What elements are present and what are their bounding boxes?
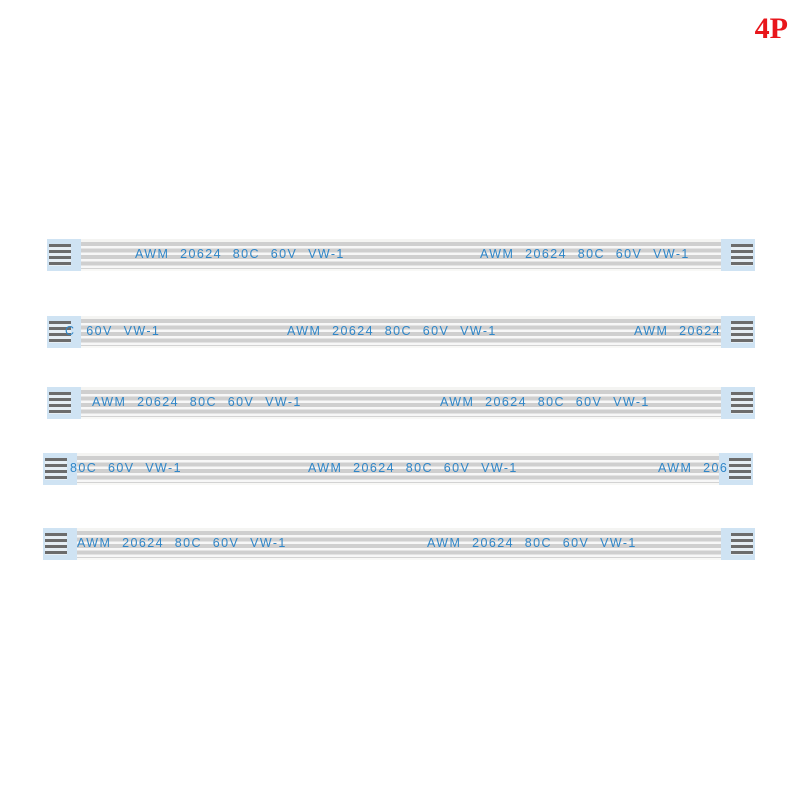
cable-marking: AWM 20624 80C 60V VW-1 <box>77 536 287 550</box>
connector-end-left <box>47 239 81 271</box>
cable-marking: AWM 20624 80C 60V VW-1 <box>92 395 302 409</box>
connector-end-right <box>721 239 755 271</box>
cable-marking: AWM 20624 80C 60V VW-1 <box>287 324 497 338</box>
connector-end-right <box>721 387 755 419</box>
cable-marking: C 60V VW-1 <box>65 324 161 338</box>
connector-end-right <box>719 453 753 485</box>
connector-end-left <box>47 387 81 419</box>
cable-marking: AWM 20624 <box>634 324 721 338</box>
ffc-cable-1: AWM 20624 80C 60V VW-1 AWM 20624 80C 60V… <box>47 239 755 271</box>
ffc-cable-2: C 60V VW-1 AWM 20624 80C 60V VW-1 AWM 20… <box>47 316 755 348</box>
connector-end-right <box>721 528 755 560</box>
cable-marking: AWM 20624 80C 60V VW-1 <box>480 247 690 261</box>
connector-end-left <box>43 528 77 560</box>
cable-marking: AWM 20624 80C 60V VW-1 <box>440 395 650 409</box>
cable-marking: 80C 60V VW-1 <box>70 461 182 475</box>
ffc-cable-4: 80C 60V VW-1 AWM 20624 80C 60V VW-1 AWM … <box>43 453 753 485</box>
ffc-cable-5: AWM 20624 80C 60V VW-1 AWM 20624 80C 60V… <box>43 528 755 560</box>
pin-count-badge: 4P <box>754 12 788 45</box>
connector-end-left <box>43 453 77 485</box>
cable-marking: AWM 20624 80C 60V VW-1 <box>135 247 345 261</box>
connector-end-left <box>47 316 81 348</box>
cable-marking: AWM 20624 80C 60V VW-1 <box>427 536 637 550</box>
ffc-cable-3: AWM 20624 80C 60V VW-1 AWM 20624 80C 60V… <box>47 387 755 419</box>
cable-marking: AWM 20624 80C 60V VW-1 <box>308 461 518 475</box>
connector-end-right <box>721 316 755 348</box>
cable-marking: AWM 206 <box>658 461 729 475</box>
